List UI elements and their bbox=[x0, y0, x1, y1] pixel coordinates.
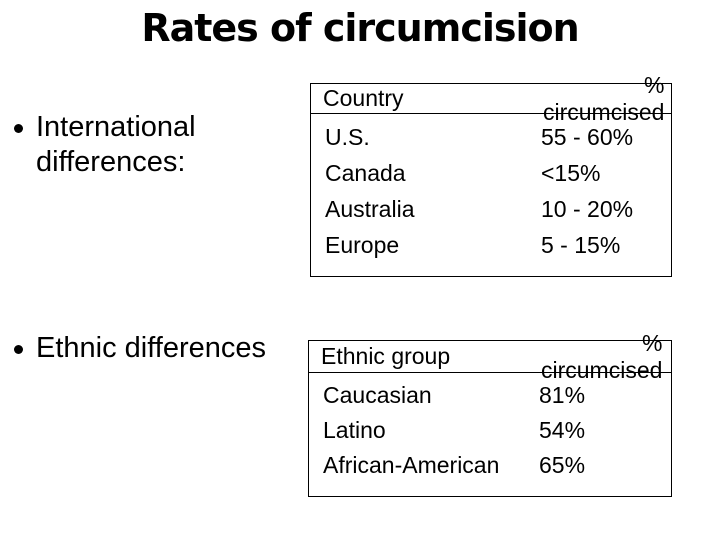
table-header-row: Ethnic group % circumcised bbox=[309, 330, 671, 383]
percent-cell: 54% bbox=[539, 417, 586, 443]
column-header: % circumcised bbox=[543, 71, 665, 125]
table-body: U.S. 55 - 60% Canada <15% Australia 10 -… bbox=[311, 114, 671, 263]
table-header-row: Country % circumcised bbox=[311, 72, 671, 125]
country-cell: Europe bbox=[325, 231, 400, 258]
ethnic-group-cell: African-American bbox=[323, 452, 500, 478]
bullet-text: International differences: bbox=[36, 111, 196, 178]
page-title: Rates of circumcision bbox=[141, 6, 579, 50]
column-header: % circumcised bbox=[541, 329, 663, 383]
ethnic-group-cell: Latino bbox=[323, 417, 386, 443]
table-row: U.S. 55 - 60% bbox=[311, 119, 671, 155]
bullet-item-international: International differences: bbox=[14, 110, 294, 180]
ethnic-table: Ethnic group % circumcised Caucasian 81%… bbox=[308, 330, 672, 497]
table-row: African-American 65% bbox=[309, 448, 671, 483]
column-header: Country bbox=[323, 85, 404, 111]
percent-cell: <15% bbox=[541, 159, 601, 186]
country-cell: Australia bbox=[325, 195, 415, 222]
percent-cell: 81% bbox=[539, 382, 586, 408]
bullet-text: Ethnic differences bbox=[36, 332, 266, 364]
ethnic-group-cell: Caucasian bbox=[323, 382, 432, 408]
bullet-icon bbox=[14, 124, 23, 133]
table-row: Europe 5 - 15% bbox=[311, 227, 671, 263]
country-table: Country % circumcised U.S. 55 - 60% Cana… bbox=[310, 72, 672, 277]
percent-cell: 65% bbox=[539, 452, 586, 478]
bullet-item-ethnic: Ethnic differences bbox=[14, 331, 314, 366]
table-row: Latino 54% bbox=[309, 413, 671, 448]
bullet-icon bbox=[14, 345, 23, 354]
table-body: Caucasian 81% Latino 54% African-America… bbox=[309, 373, 671, 483]
percent-cell: 55 - 60% bbox=[541, 123, 634, 150]
table-row: Australia 10 - 20% bbox=[311, 191, 671, 227]
country-cell: Canada bbox=[325, 159, 406, 186]
country-cell: U.S. bbox=[325, 123, 370, 150]
table-row: Canada <15% bbox=[311, 155, 671, 191]
column-header: Ethnic group bbox=[321, 343, 451, 369]
percent-cell: 5 - 15% bbox=[541, 231, 621, 258]
table-row: Caucasian 81% bbox=[309, 378, 671, 413]
percent-cell: 10 - 20% bbox=[541, 195, 634, 222]
